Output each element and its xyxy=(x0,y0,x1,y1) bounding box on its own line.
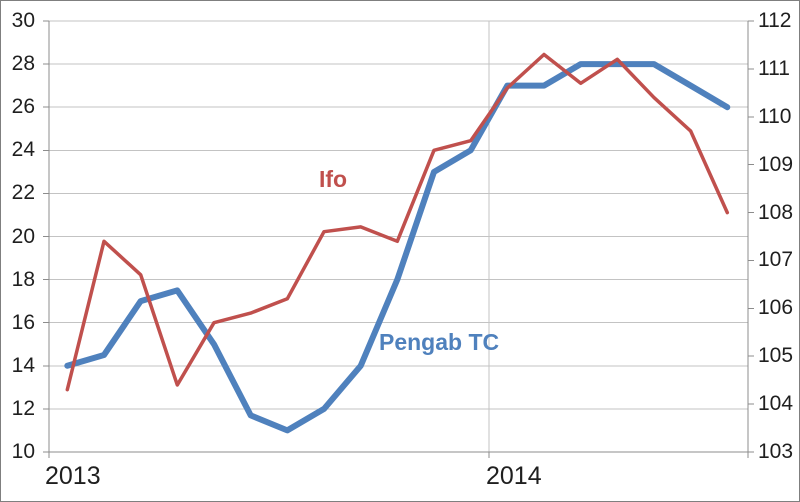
series-label-ifo: Ifo xyxy=(319,166,348,192)
right-axis-tick-label: 108 xyxy=(758,201,794,224)
right-axis-tick-label: 103 xyxy=(758,440,794,463)
right-axis-tick-label: 104 xyxy=(758,392,794,415)
left-axis-tick-label: 20 xyxy=(11,225,35,248)
left-axis-tick-label: 26 xyxy=(11,95,35,118)
series-line-pengab-tc xyxy=(64,61,731,434)
right-axis-tick-label: 111 xyxy=(758,57,790,80)
left-axis-tick-label: 12 xyxy=(11,397,35,420)
left-axis-tick-label: 22 xyxy=(11,181,35,204)
right-axis-tick-label: 109 xyxy=(758,153,794,176)
right-axis-tick-label: 110 xyxy=(758,105,792,128)
x-axis-year-label: 2013 xyxy=(45,462,101,490)
left-axis-tick-label: 14 xyxy=(11,354,35,377)
series-line-ifo xyxy=(65,52,730,392)
left-axis-tick-label: 18 xyxy=(11,268,35,291)
left-axis-tick-label: 30 xyxy=(11,9,35,32)
right-axis-tick-label: 106 xyxy=(758,296,794,319)
series-label-pengab-tc: Pengab TC xyxy=(379,329,500,355)
left-axis-tick-label: 16 xyxy=(11,311,35,334)
right-axis-tick-label: 105 xyxy=(758,344,794,367)
right-axis-tick-label: 107 xyxy=(758,248,794,271)
left-axis-tick-label: 10 xyxy=(11,440,35,463)
left-axis-tick-label: 24 xyxy=(11,138,35,161)
x-axis-year-label: 2014 xyxy=(486,462,542,490)
right-axis-tick-label: 112 xyxy=(758,9,792,32)
left-axis-tick-label: 28 xyxy=(11,52,35,75)
